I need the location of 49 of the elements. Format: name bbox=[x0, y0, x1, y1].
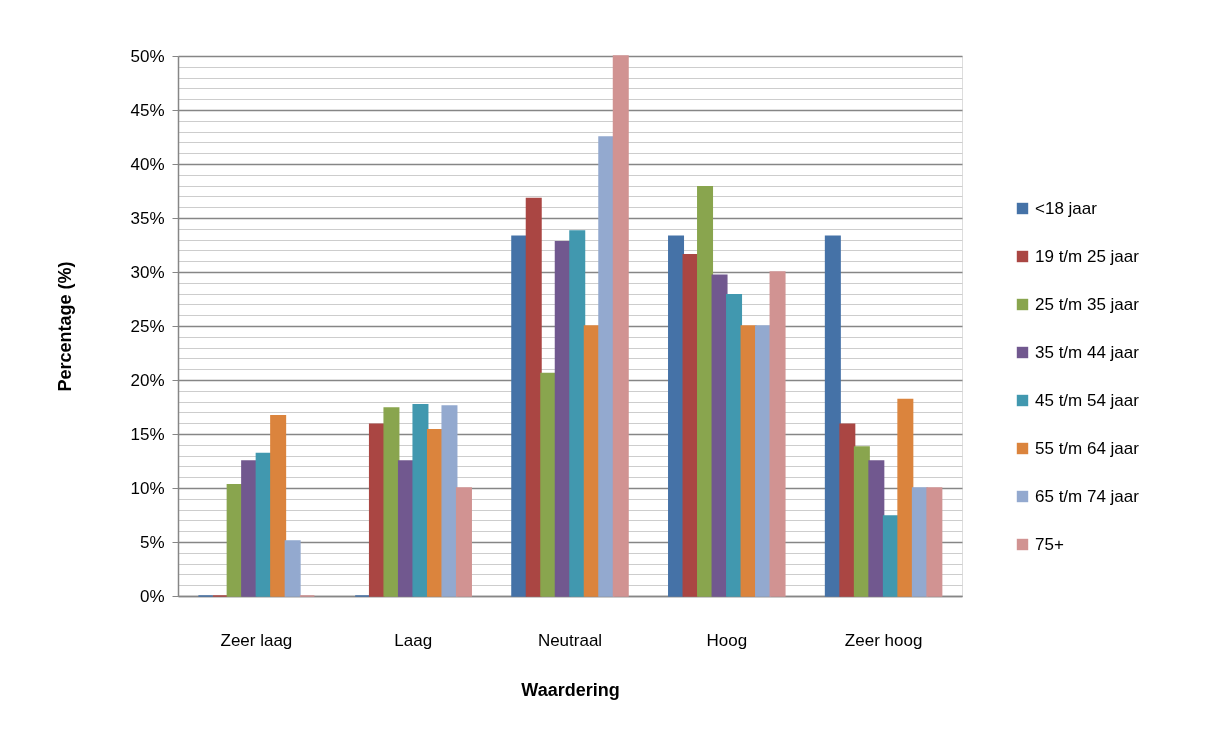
x-axis-title: Waardering bbox=[521, 679, 620, 700]
bar bbox=[441, 405, 458, 597]
y-tick-label: 45% bbox=[130, 100, 165, 120]
y-tick-label: 25% bbox=[130, 316, 165, 336]
x-tick-label: Laag bbox=[394, 630, 433, 650]
bar bbox=[511, 235, 528, 597]
bar bbox=[540, 372, 557, 597]
legend-label: 35 t/m 44 jaar bbox=[1035, 342, 1140, 362]
y-tick-label: 35% bbox=[130, 208, 165, 228]
bar bbox=[598, 136, 615, 597]
bar bbox=[270, 414, 287, 597]
bar bbox=[668, 235, 685, 597]
bar bbox=[769, 271, 786, 597]
legend-label: 25 t/m 35 jaar bbox=[1035, 294, 1140, 314]
legend-label: 65 t/m 74 jaar bbox=[1035, 486, 1140, 506]
bar bbox=[755, 325, 772, 597]
y-tick-label: 40% bbox=[130, 154, 165, 174]
legend-label: 75+ bbox=[1035, 534, 1064, 554]
bar bbox=[284, 540, 301, 597]
x-tick-label: Zeer hoog bbox=[844, 630, 923, 650]
legend-label: <18 jaar bbox=[1035, 198, 1098, 218]
bar bbox=[412, 404, 429, 597]
y-tick-label: 5% bbox=[139, 532, 165, 552]
bar bbox=[726, 293, 743, 597]
x-tick-label: Hoog bbox=[706, 630, 748, 650]
bar bbox=[241, 460, 258, 597]
y-tick-label: 15% bbox=[130, 424, 165, 444]
y-tick-label: 10% bbox=[130, 478, 165, 498]
y-tick-label: 50% bbox=[130, 46, 165, 66]
bar bbox=[569, 230, 586, 597]
legend-label: 19 t/m 25 jaar bbox=[1035, 246, 1140, 266]
legend-label: 45 t/m 54 jaar bbox=[1035, 390, 1140, 410]
bar bbox=[926, 487, 943, 597]
bar bbox=[383, 407, 400, 597]
y-tick-label: 0% bbox=[139, 586, 165, 606]
bar bbox=[868, 460, 885, 597]
bar bbox=[455, 487, 472, 597]
bar bbox=[824, 235, 841, 597]
y-tick-label: 20% bbox=[130, 370, 165, 390]
x-tick-label: Neutraal bbox=[537, 630, 603, 650]
bar bbox=[697, 185, 714, 597]
bar bbox=[839, 423, 856, 597]
legend-label: 55 t/m 64 jaar bbox=[1035, 438, 1140, 458]
x-tick-label: Zeer laag bbox=[220, 630, 293, 650]
bar bbox=[612, 55, 629, 597]
bar bbox=[897, 398, 914, 597]
y-axis-title: Percentage (%) bbox=[55, 261, 76, 392]
y-tick-label: 30% bbox=[130, 262, 165, 282]
bar bbox=[525, 197, 542, 597]
